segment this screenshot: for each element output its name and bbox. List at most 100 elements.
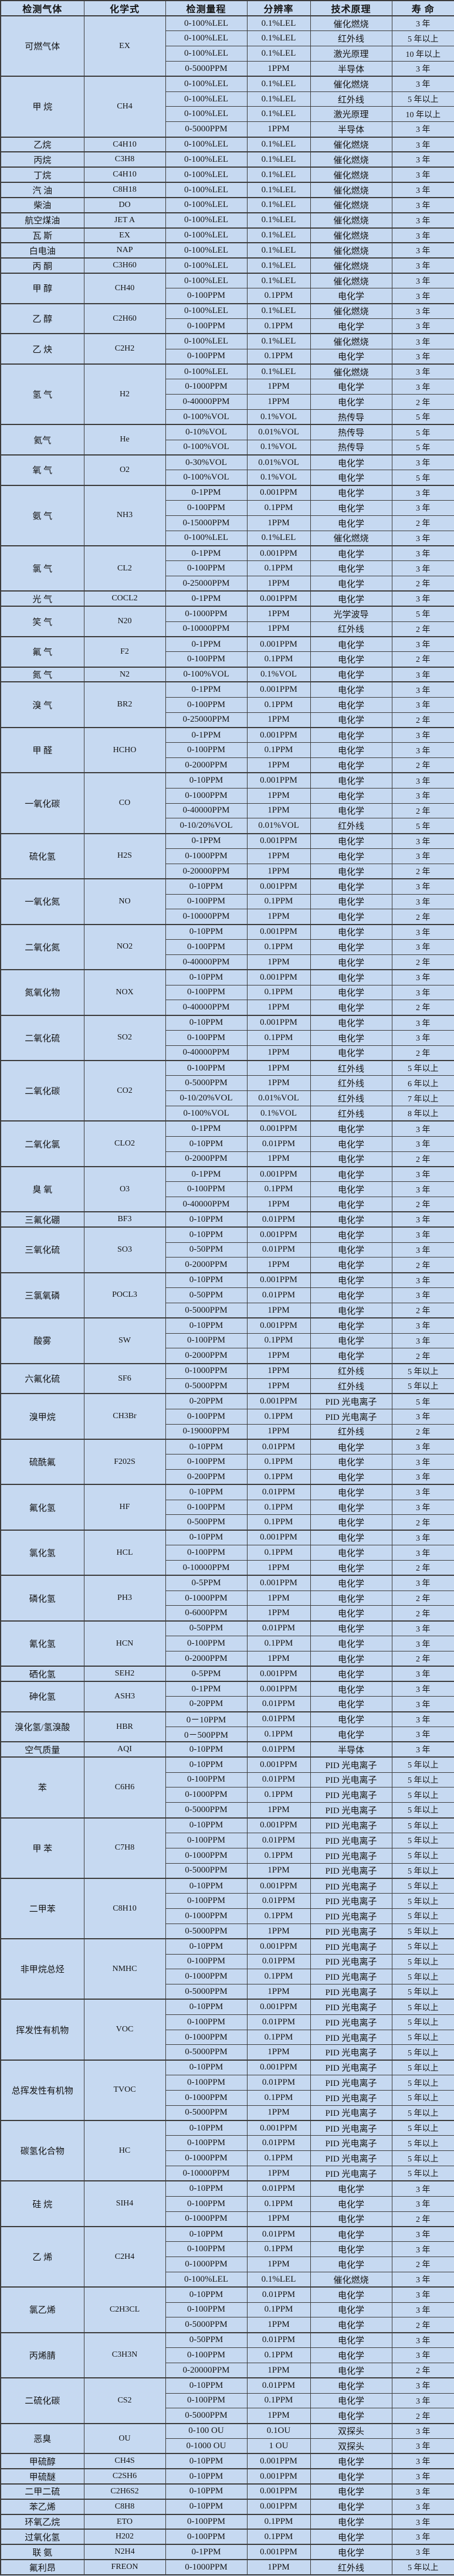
principle-cell: 电化学	[310, 2347, 392, 2363]
principle-cell: 电化学	[310, 2180, 392, 2197]
resolution-cell: 1PPM	[246, 1348, 311, 1364]
table-body: 可燃气体 EX 0-100%LEL 0.1%LEL 催化燃烧 3 年 0-100%LEL 0.…	[0, 15, 454, 2575]
table-row: 0-19000PPM 1PPM 红外线 2 年	[1, 1423, 454, 1440]
lifespan-cell: 3 年	[391, 273, 454, 289]
range-cell: 0-1000 OU	[165, 2438, 248, 2454]
resolution-cell: 0.1PPM	[246, 1469, 311, 1485]
principle-cell: 电化学	[310, 1045, 392, 1061]
formula-cell: N2	[83, 666, 166, 682]
principle-cell: 半导体	[310, 121, 392, 138]
table-row: 0-100%LEL 0.1%LEL 红外线 5 年以上	[1, 91, 454, 107]
lifespan-cell: 2 年	[391, 2256, 454, 2272]
gas-name-cell: 三氟化硼	[0, 1211, 84, 1228]
resolution-cell: 1PPM	[246, 1984, 311, 2000]
lifespan-cell: 3 年	[391, 787, 454, 804]
range-cell: 0-10PPM	[165, 1877, 248, 1894]
range-cell: 0-100%LEL	[165, 30, 248, 47]
principle-cell: 电化学	[310, 742, 392, 759]
principle-cell: 红外线	[310, 818, 392, 834]
gas-name-cell: 笑 气	[0, 606, 84, 637]
table-row: 0-100PPM 0.1PPM 电化学 3 年	[1, 1454, 454, 1470]
range-cell: 0-10PPM	[165, 2377, 248, 2394]
lifespan-cell: 5 年	[391, 470, 454, 486]
principle-cell: 电化学	[310, 1499, 392, 1515]
resolution-cell: 0.01PPM	[246, 1832, 311, 1848]
gas-name-cell: 三氧化硫	[0, 1226, 84, 1273]
range-cell: 0-100PPM	[165, 2513, 248, 2530]
range-cell: 0-100%LEL	[165, 303, 248, 320]
table-row: 笑 气 N20 0-1000PPM 1PPM 光学波导 5 年	[0, 606, 454, 637]
gas-name-cell: 白电油	[0, 242, 84, 259]
range-cell: 0-100%VOL	[165, 666, 248, 682]
range-cell: 0-100%LEL	[165, 212, 248, 229]
principle-cell: 红外线	[310, 30, 392, 47]
range-cell: 0-100PPM	[165, 500, 248, 516]
lifespan-cell: 3 年	[391, 530, 454, 546]
gas-name-cell: 碳氢化合物	[0, 2120, 84, 2181]
lifespan-cell: 3 年	[391, 288, 454, 304]
formula-cell: CS2	[83, 2377, 166, 2424]
resolution-cell: 1PPM	[246, 1590, 311, 1606]
table-row: 0-100PPM 0.1PPM 电化学 3 年	[1, 2196, 454, 2212]
lifespan-cell: 5 年以上	[391, 1832, 454, 1848]
principle-cell: 电化学	[310, 1226, 392, 1243]
range-cell: 0-1000PPM	[165, 1847, 248, 1864]
range-cell: 0-100PPM	[165, 742, 248, 759]
gas-name-cell: 一氧化氮	[0, 878, 84, 925]
resolution-cell: 0.01PPM	[246, 1438, 311, 1455]
resolution-cell: 0.001PPM	[246, 1393, 311, 1409]
range-cell: 0-100%LEL	[165, 227, 248, 243]
table-row: 0-1000PPM 1PPM 电化学 3 年	[1, 787, 454, 804]
formula-cell: SEH2	[83, 1666, 166, 1682]
lifespan-cell: 3 年	[391, 832, 454, 849]
range-cell: 0-100PPM	[165, 2347, 248, 2363]
gas-name-cell: 二氧化碳	[0, 1060, 84, 1122]
formula-cell: HC	[83, 2120, 166, 2181]
lifespan-cell: 5 年以上	[391, 1877, 454, 1894]
resolution-cell: 0.1PPM	[246, 1908, 311, 1924]
principle-cell: 电化学	[310, 1666, 392, 1682]
range-cell: 0-100PPM	[165, 1953, 248, 1970]
range-cell: 0-5000PPM	[165, 1075, 248, 1092]
range-cell: 0-1PPM	[165, 2544, 248, 2560]
gas-name-cell: 总挥发性有机物	[0, 2059, 84, 2121]
resolution-cell: 0.001PPM	[246, 2483, 311, 2500]
resolution-cell: 0.1PPM	[246, 348, 311, 365]
resolution-cell: 0.001PPM	[246, 878, 311, 895]
principle-cell: 电化学	[310, 2317, 392, 2333]
resolution-cell: 1PPM	[246, 621, 311, 637]
principle-cell: 电化学	[310, 1165, 392, 1182]
principle-cell: 电化学	[310, 787, 392, 804]
resolution-cell: 1PPM	[246, 121, 311, 138]
principle-cell: 电化学	[310, 1151, 392, 1167]
formula-cell: CH3Br	[83, 1393, 166, 1440]
lifespan-cell: 5 年以上	[391, 1923, 454, 1939]
formula-cell: CH4S	[83, 2453, 166, 2469]
range-cell: 0-10%VOL	[165, 424, 248, 440]
principle-cell: 催化燃烧	[310, 2271, 392, 2288]
range-cell: 0-20PPM	[165, 1393, 248, 1409]
table-row: 二氧化碳 CO2 0-100PPM 1PPM 红外线 5 年以上	[0, 1060, 454, 1122]
resolution-cell: 0.1PPM	[246, 1847, 311, 1864]
resolution-cell: 0.1%LEL	[246, 15, 311, 32]
resolution-cell: 1PPM	[246, 2317, 311, 2333]
formula-cell: O3	[83, 1165, 166, 1212]
lifespan-cell: 3 年	[391, 257, 454, 274]
resolution-cell: 0.1%VOL	[246, 666, 311, 682]
principle-cell: 电化学	[310, 1438, 392, 1455]
formula-cell: NMHC	[83, 1938, 166, 2000]
lifespan-cell: 6 年以上	[391, 1075, 454, 1092]
range-cell: 0-100%LEL	[165, 530, 248, 546]
range-cell: 0-2000PPM	[165, 1348, 248, 1364]
resolution-cell: 1PPM	[246, 1923, 311, 1939]
lifespan-cell: 5 年以上	[391, 2120, 454, 2136]
table-row: 0-100%LEL 0.1%LEL 红外线 5 年以上	[1, 30, 454, 47]
table-row: 二甲苯 C8H10 0-10PPM 0.001PPM PID 光电离子 5 年以上	[0, 1877, 454, 1939]
lifespan-cell: 3 年	[391, 2498, 454, 2515]
formula-cell: NO	[83, 878, 166, 925]
range-cell: 0-1000PPM	[165, 1969, 248, 1985]
gas-name-cell: 甲硫醇	[0, 2453, 84, 2469]
resolution-cell: 0.1PPM	[246, 1408, 311, 1425]
table-row: 0-100PPM 0.1PPM 电化学 3 年	[1, 984, 454, 1001]
resolution-cell: 0.001PPM	[246, 1817, 311, 1833]
